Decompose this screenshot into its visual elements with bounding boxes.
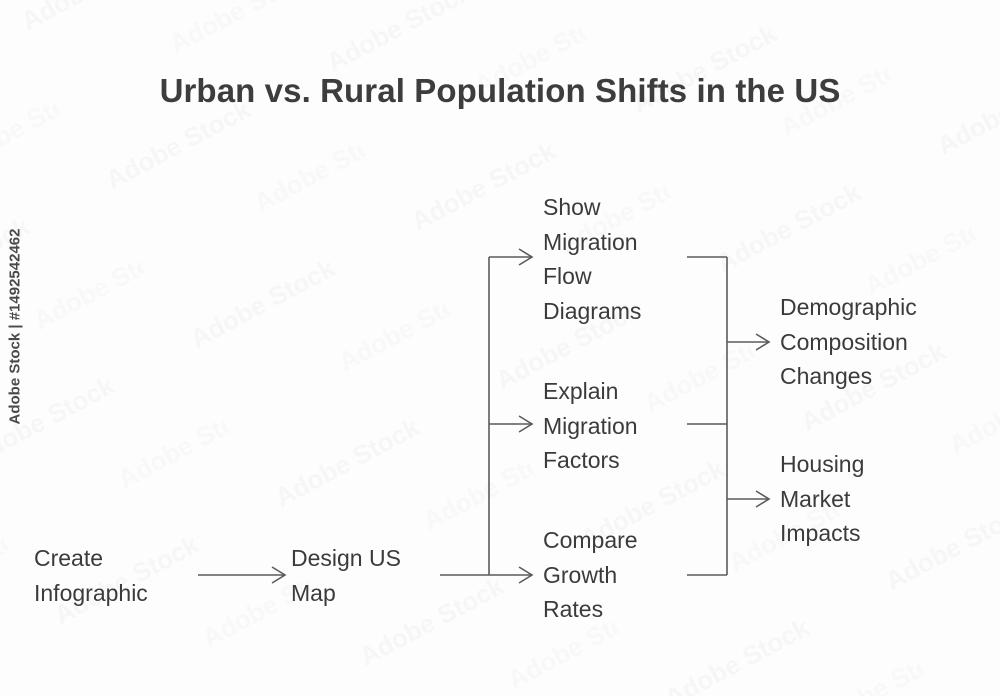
node-show-migration-flow-diagrams[interactable]: Show Migration Flow Diagrams — [543, 194, 642, 324]
node-housing-market-impacts[interactable]: Housing Market Impacts — [780, 451, 865, 546]
node-design-us-map[interactable]: Design US Map — [291, 545, 401, 606]
node-explain-migration-factors[interactable]: Explain Migration Factors — [543, 378, 638, 473]
edge-design-to-branch-trunk — [440, 257, 490, 576]
edge-branches-to-demographic — [727, 333, 771, 351]
node-create-infographic[interactable]: Create Infographic — [34, 545, 148, 606]
edge-design-to-show-migration — [489, 248, 534, 266]
node-demographic-composition-changes[interactable]: Demographic Composition Changes — [780, 294, 917, 389]
edge-create-to-design — [198, 566, 287, 584]
edge-branches-collector — [687, 256, 728, 576]
edge-design-to-explain-factors — [489, 415, 534, 433]
edge-design-to-compare-growth — [489, 566, 534, 584]
node-compare-growth-rates[interactable]: Compare Growth Rates — [543, 527, 638, 622]
page-title: Urban vs. Rural Population Shifts in the… — [159, 72, 841, 109]
edge-branches-to-housing — [727, 490, 771, 508]
